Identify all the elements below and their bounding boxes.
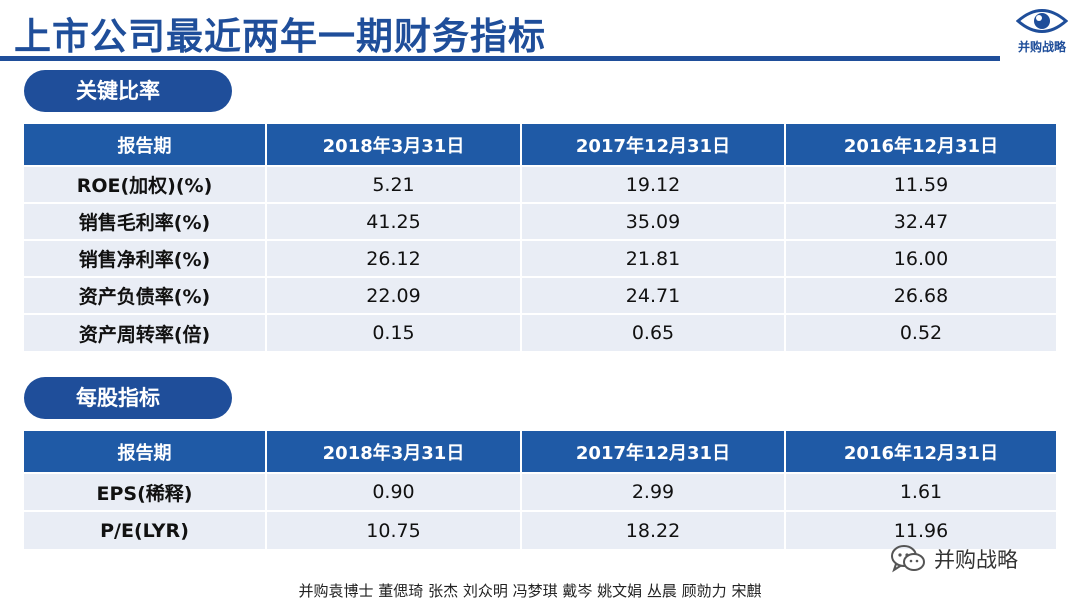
page-title: 上市公司最近两年一期财务指标: [14, 15, 546, 58]
title-underline: [0, 56, 1000, 61]
header-cell: 2016年12月31日: [785, 431, 1056, 473]
table-header-row: 报告期 2018年3月31日 2017年12月31日 2016年12月31日: [24, 124, 1056, 166]
header-cell: 2016年12月31日: [785, 124, 1056, 166]
table-row: 销售净利率(%) 26.12 21.81 16.00: [24, 239, 1056, 277]
table-row: 资产负债率(%) 22.09 24.71 26.68: [24, 276, 1056, 314]
table-cell: 1.61: [785, 472, 1056, 511]
table-cell: 2.99: [521, 472, 786, 511]
table-cell: 10.75: [266, 510, 522, 549]
logo: 并购战略: [1012, 6, 1072, 60]
row-label: ROE(加权)(%): [24, 165, 267, 203]
table-row: 销售毛利率(%) 41.25 35.09 32.47: [24, 202, 1056, 240]
table-row: 资产周转率(倍) 0.15 0.65 0.52: [24, 313, 1056, 351]
table-cell: 11.59: [785, 165, 1056, 203]
authors-footer: 并购袁博士 董偲琦 张杰 刘众明 冯梦琪 戴岑 姚文娟 丛晨 顾勍力 宋麒: [298, 582, 762, 600]
header-cell: 报告期: [24, 431, 267, 473]
table-cell: 5.21: [266, 165, 522, 203]
header-cell: 2018年3月31日: [266, 431, 522, 473]
table-row: P/E(LYR) 10.75 18.22 11.96: [24, 510, 1056, 549]
watermark-text: 并购战略: [934, 548, 1018, 572]
row-label: 资产周转率(倍): [24, 313, 267, 351]
table-cell: 0.65: [521, 313, 786, 351]
table-cell: 22.09: [266, 276, 522, 314]
header-cell: 报告期: [24, 124, 267, 166]
table-cell: 35.09: [521, 202, 786, 240]
table-cell: 19.12: [521, 165, 786, 203]
table-cell: 0.15: [266, 313, 522, 351]
logo-text: 并购战略: [1017, 40, 1066, 54]
table-cell: 0.52: [785, 313, 1056, 351]
row-label: EPS(稀释): [24, 472, 267, 511]
wechat-icon: [891, 545, 925, 573]
table-cell: 24.71: [521, 276, 786, 314]
key-ratios-table: 报告期 2018年3月31日 2017年12月31日 2016年12月31日 R…: [24, 124, 1056, 351]
header-cell: 2018年3月31日: [266, 124, 522, 166]
section-label-key-ratios: 关键比率: [24, 70, 232, 112]
row-label: P/E(LYR): [24, 510, 267, 549]
table-cell: 26.68: [785, 276, 1056, 314]
table-row: ROE(加权)(%) 5.21 19.12 11.59: [24, 165, 1056, 203]
header-cell: 2017年12月31日: [521, 431, 786, 473]
table-cell: 21.81: [521, 239, 786, 277]
eye-icon: [1016, 9, 1068, 33]
table-cell: 41.25: [266, 202, 522, 240]
table-cell: 0.90: [266, 472, 522, 511]
header-cell: 2017年12月31日: [521, 124, 786, 166]
row-label: 销售毛利率(%): [24, 202, 267, 240]
table-cell: 32.47: [785, 202, 1056, 240]
per-share-table: 报告期 2018年3月31日 2017年12月31日 2016年12月31日 E…: [24, 431, 1056, 549]
section-label-per-share: 每股指标: [24, 377, 232, 419]
table-cell: 18.22: [521, 510, 786, 549]
wechat-watermark: 并购战略: [890, 544, 1018, 574]
table-header-row: 报告期 2018年3月31日 2017年12月31日 2016年12月31日: [24, 431, 1056, 473]
table-cell: 16.00: [785, 239, 1056, 277]
table-row: EPS(稀释) 0.90 2.99 1.61: [24, 472, 1056, 511]
table-cell: 11.96: [785, 510, 1056, 549]
row-label: 资产负债率(%): [24, 276, 267, 314]
table-cell: 26.12: [266, 239, 522, 277]
row-label: 销售净利率(%): [24, 239, 267, 277]
